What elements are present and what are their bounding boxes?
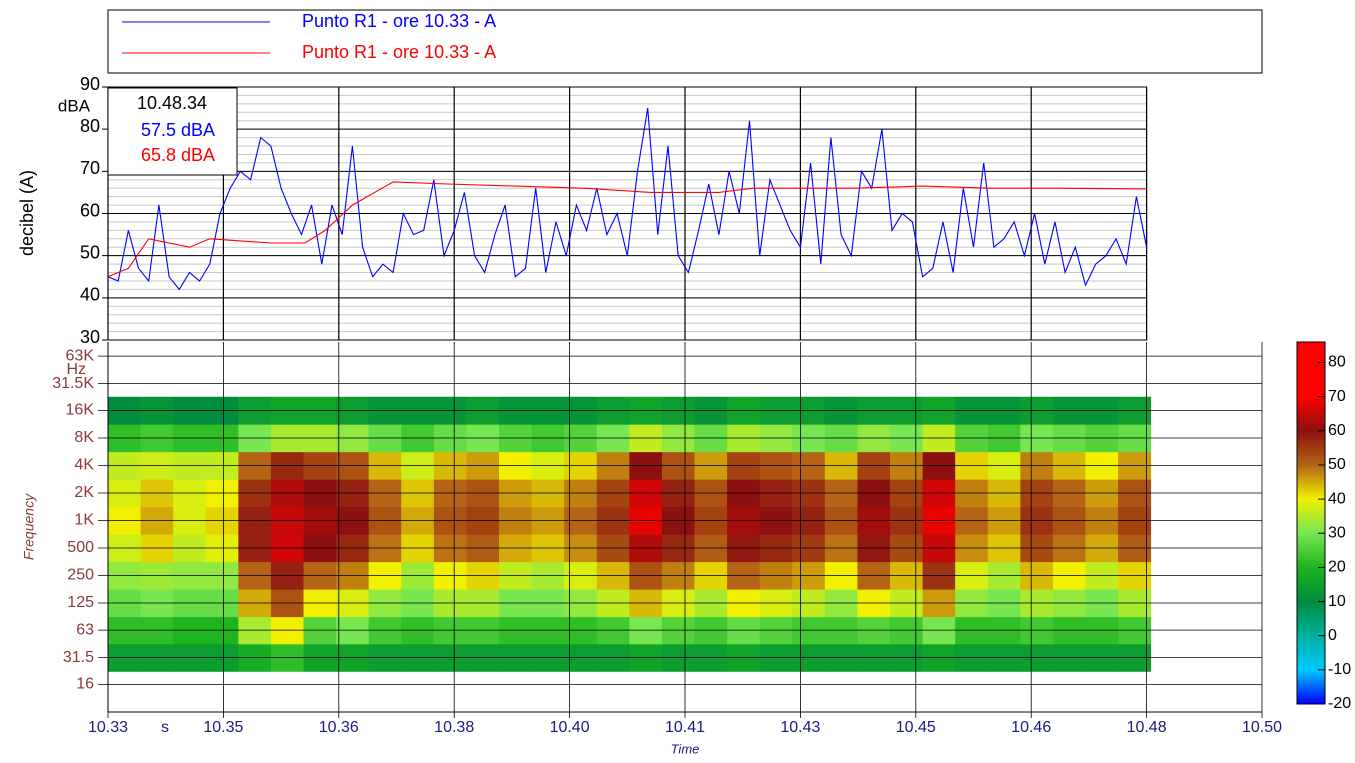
colorbar-tick-label: -10	[1328, 661, 1351, 678]
plot-frame	[107, 86, 1148, 341]
y-tick-label: 125	[67, 594, 94, 611]
colorbar-tick-label: 20	[1328, 559, 1346, 576]
colorbar-tick-label: 10	[1328, 593, 1346, 610]
x-tick-label: 10.40	[550, 719, 590, 736]
freq-axis-label: Frequency	[21, 493, 37, 560]
colorbar-tick-label: 30	[1328, 524, 1346, 541]
y-tick-label: 90	[80, 74, 100, 94]
y-tick-label: 40	[80, 285, 100, 305]
legend-label: Punto R1 - ore 10.33 - A	[302, 11, 496, 31]
data-line	[107, 181, 1147, 278]
y-unit: Hz	[66, 361, 86, 378]
legend-label: Punto R1 - ore 10.33 - A	[302, 42, 496, 62]
y-tick-label: 63	[76, 621, 94, 638]
y-tick-label: 16	[76, 676, 94, 693]
y-tick-label: 31.5	[63, 649, 94, 666]
y-tick-label: 250	[67, 567, 94, 584]
colorbar-tick-label: 60	[1328, 422, 1346, 439]
colorbar-tick-label: 0	[1328, 627, 1337, 644]
cursor-value: 65.8 dBA	[141, 145, 215, 165]
colorbar-tick-label: 70	[1328, 388, 1346, 405]
x-tick-label: 10.43	[780, 719, 820, 736]
x-tick-label: 10.50	[1242, 719, 1282, 736]
legend-box	[107, 9, 1263, 74]
x-tick-label: 10.36	[319, 719, 359, 736]
y-tick-label: 2K	[74, 484, 94, 501]
y-tick-label: 8K	[74, 429, 94, 446]
colorbar-tick-label: -20	[1328, 695, 1351, 712]
cursor-time: 10.48.34	[137, 93, 207, 113]
x-tick-label: 10.35	[203, 719, 243, 736]
x-tick-label: 10.45	[896, 719, 936, 736]
y-tick-label: 63K	[66, 347, 95, 364]
x-tick-label: 10.41	[665, 719, 705, 736]
cursor-value: 57.5 dBA	[141, 120, 215, 140]
x-unit: s	[161, 719, 169, 736]
y-tick-label: 31.5K	[52, 375, 94, 392]
y-tick-label: 30	[80, 327, 100, 347]
colorbar-tick-label: 80	[1328, 354, 1346, 371]
colorbar-tick-label: 50	[1328, 456, 1346, 473]
x-tick-label: 10.38	[434, 719, 474, 736]
colorbar	[1296, 341, 1326, 705]
x-tick-label: 10.33	[88, 719, 128, 736]
y-tick-label: 60	[80, 200, 100, 220]
y-tick-label: 16K	[66, 402, 95, 419]
x-axis-label: Time	[671, 741, 700, 756]
data-line	[107, 108, 1148, 291]
y-tick-label: 500	[67, 539, 94, 556]
y-tick-label: 50	[80, 242, 100, 262]
y-tick-label: 70	[80, 158, 100, 178]
y-tick-label: 4K	[74, 457, 94, 474]
y-tick-label: 1K	[74, 512, 94, 529]
y-tick-label: 80	[80, 116, 100, 136]
x-tick-label: 10.48	[1127, 719, 1167, 736]
colorbar-tick-label: 40	[1328, 490, 1346, 507]
y-axis-label: decibel (A)	[17, 170, 37, 256]
y-unit: dBA	[58, 96, 91, 115]
cursor-box	[107, 87, 238, 176]
x-tick-label: 10.46	[1011, 719, 1051, 736]
